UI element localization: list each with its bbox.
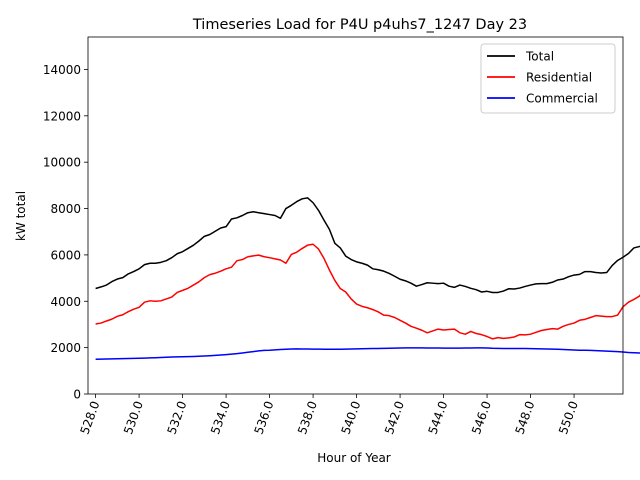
x-tick-label: 528.0 bbox=[78, 399, 103, 436]
series-line-total bbox=[95, 197, 640, 294]
x-tick-label: 546.0 bbox=[469, 399, 494, 436]
x-axis-label: Hour of Year bbox=[317, 451, 391, 465]
x-tick-label: 550.0 bbox=[556, 399, 581, 436]
chart-title: Timeseries Load for P4U p4uhs7_1247 Day … bbox=[192, 17, 527, 33]
series-line-commercial bbox=[95, 347, 640, 360]
x-tick-label: 544.0 bbox=[425, 399, 450, 436]
y-tick-label: 6000 bbox=[50, 248, 81, 262]
legend-box bbox=[480, 43, 616, 114]
y-tick-label: 12000 bbox=[43, 109, 81, 123]
legend-label-total: Total bbox=[525, 50, 554, 64]
series-layer bbox=[95, 197, 640, 360]
x-tick-label: 538.0 bbox=[295, 399, 320, 436]
legend-label-commercial: Commercial bbox=[526, 92, 598, 106]
x-tick-label: 532.0 bbox=[165, 399, 190, 436]
y-tick-label: 2000 bbox=[50, 341, 81, 355]
y-axis-label: kW total bbox=[14, 191, 28, 241]
y-tick-label: 8000 bbox=[50, 202, 81, 216]
legend: Total Residential Commercial bbox=[480, 43, 616, 114]
x-tick-label: 536.0 bbox=[252, 399, 277, 436]
legend-label-residential: Residential bbox=[526, 71, 592, 85]
plot-frame bbox=[87, 36, 624, 395]
y-tick-label: 0 bbox=[73, 388, 81, 402]
y-tick-label: 14000 bbox=[43, 63, 81, 77]
series-line-residential bbox=[95, 243, 640, 340]
x-tick-label: 534.0 bbox=[208, 399, 233, 436]
x-tick-label: 540.0 bbox=[339, 399, 364, 436]
x-tick-label: 530.0 bbox=[121, 399, 146, 436]
x-tick-label: 542.0 bbox=[382, 399, 407, 436]
y-tick-label: 4000 bbox=[50, 295, 81, 309]
x-tick-label: 548.0 bbox=[512, 399, 537, 436]
y-tick-label: 10000 bbox=[43, 156, 81, 170]
